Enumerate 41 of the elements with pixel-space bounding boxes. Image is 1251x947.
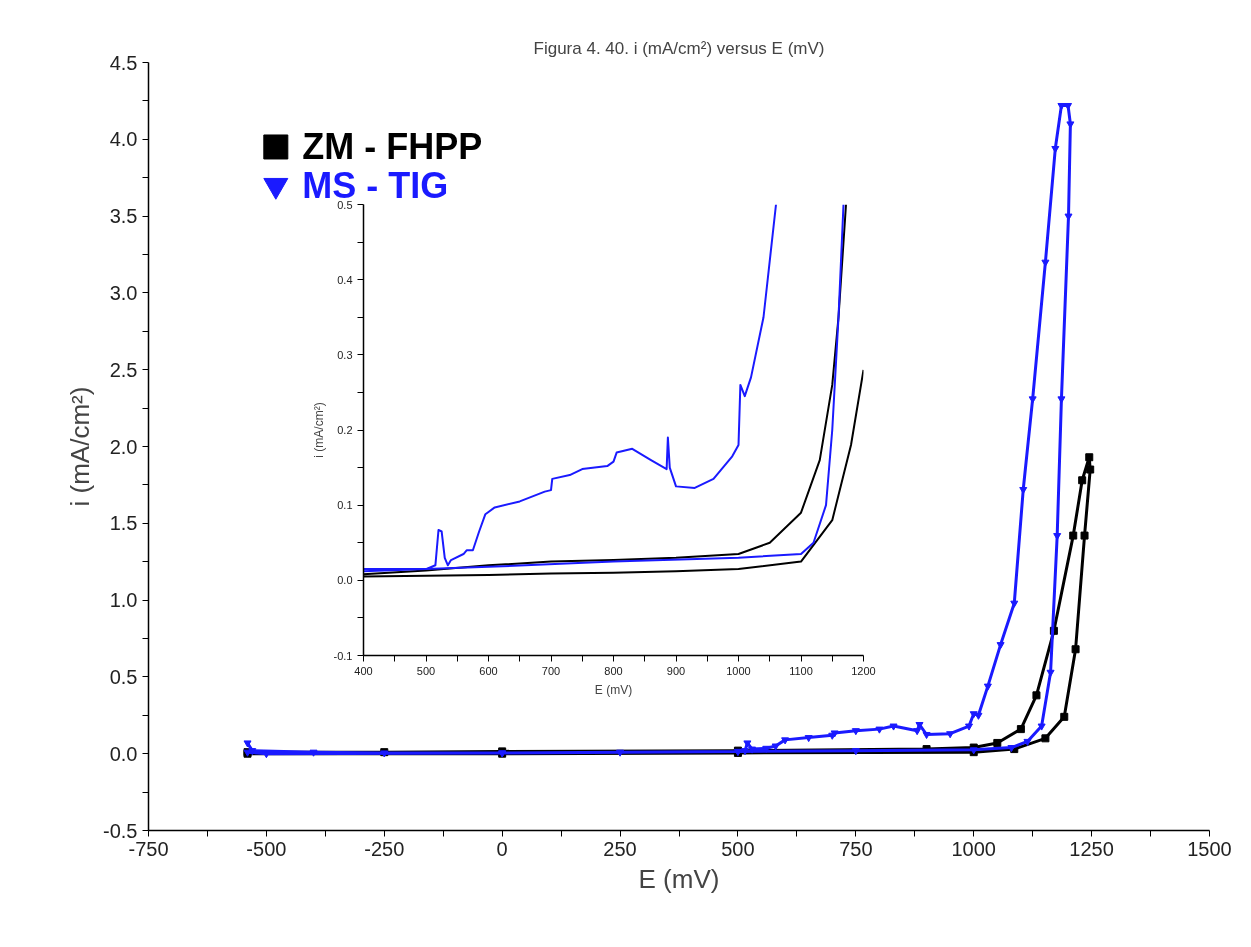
x-tick-label: 1000	[951, 837, 996, 860]
y-tick-label: 2.5	[109, 358, 138, 381]
x-tick-label: -500	[246, 837, 287, 860]
text: 0.0	[109, 742, 138, 765]
y-axis-title: i (mA/cm²)	[311, 402, 326, 458]
text: 4.0	[109, 128, 138, 151]
y-tick-label: 0.4	[337, 273, 353, 286]
x-tick-label: 800	[604, 664, 623, 677]
text: 1.0	[109, 589, 138, 612]
x-tick-label: 400	[354, 664, 373, 677]
x-tick-label: 500	[416, 664, 436, 677]
y-axis-title: i (mA/cm²)	[65, 386, 96, 507]
y-tick-label: 0.2	[337, 424, 353, 436]
x-axis-title: E (mV)	[594, 682, 633, 697]
y-tick-label: 4.5	[109, 51, 138, 74]
x-tick-label: 500	[721, 837, 755, 860]
x-tick-label: 250	[603, 837, 637, 860]
text: 0.0	[337, 574, 353, 587]
x-tick-label: -250	[364, 837, 405, 860]
y-tick-label: 1.5	[109, 512, 138, 535]
y-tick-label: 0.5	[337, 198, 353, 211]
legend-label: ZM - FHPP	[302, 126, 483, 168]
x-tick-label: 1000	[726, 664, 751, 677]
x-tick-label: 600	[479, 664, 498, 677]
y-tick-label: -0.1	[333, 649, 353, 662]
chart-title: Figura 4. 40. i (mA/cm²) versus E (mV)	[533, 38, 825, 58]
x-tick-label: 700	[541, 664, 561, 677]
x-tick-label: 900	[666, 664, 686, 677]
text: 2.0	[109, 435, 138, 458]
x-tick-label: 1250	[1069, 837, 1114, 860]
x-tick-label: 0	[496, 837, 508, 860]
x-tick-label: 750	[839, 837, 873, 860]
x-tick-label: 1100	[789, 664, 813, 677]
y-tick-label: 3.5	[109, 205, 138, 228]
y-tick-label: 0.1	[337, 499, 353, 512]
y-tick-label: 0.5	[109, 665, 138, 688]
x-axis-title: E (mV)	[638, 863, 720, 894]
text: 3.0	[109, 281, 138, 304]
x-tick-label: 1500	[1187, 837, 1232, 860]
x-tick-label: 1200	[851, 664, 876, 677]
y-tick-label: 0.3	[337, 348, 353, 361]
